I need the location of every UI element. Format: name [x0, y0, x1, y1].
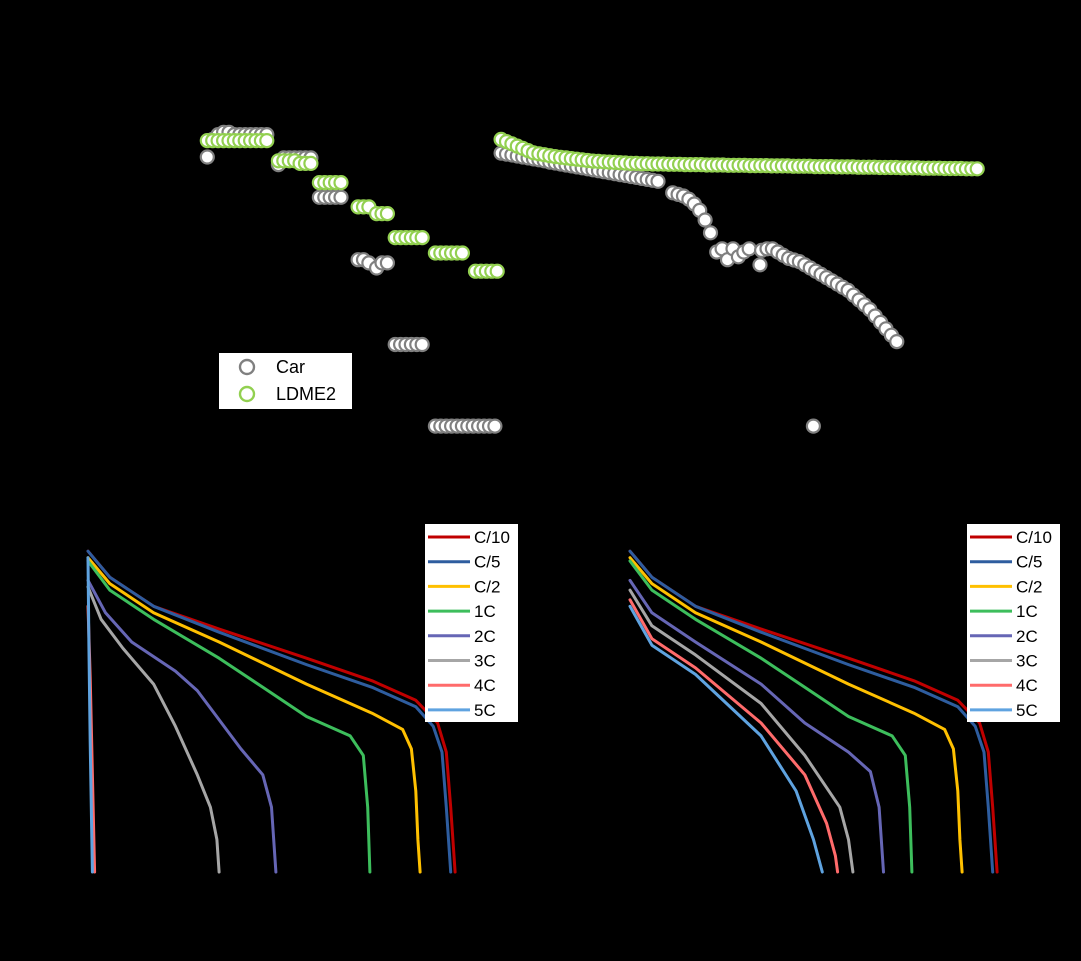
- point-car: [379, 255, 395, 271]
- point-car: [697, 212, 713, 228]
- point-car: [487, 418, 503, 434]
- panel-bottom-right-lines: C/10 C/5 C/2 1C 2C 3C 4C 5C: [628, 524, 1060, 874]
- line-c-5: [86, 549, 453, 874]
- line-5c: [628, 604, 824, 874]
- line-5c: [86, 556, 94, 874]
- point-car: [650, 173, 666, 189]
- point-ldme2: [489, 263, 505, 279]
- legend: C/10 C/5 C/2 1C 2C 3C 4C 5C: [967, 524, 1060, 722]
- line-c-2: [628, 556, 964, 874]
- legend-label-5c: 5C: [1016, 701, 1038, 720]
- line-4c: [628, 598, 840, 874]
- legend-label-3c: 3C: [474, 652, 496, 671]
- legend-label-car: Car: [276, 357, 305, 377]
- line-c-5: [628, 549, 995, 874]
- legend-label-4c: 4C: [474, 676, 496, 695]
- point-car: [333, 189, 349, 205]
- point-ldme2: [454, 245, 470, 261]
- point-ldme2: [303, 155, 319, 171]
- legend-label-1c: 1C: [474, 602, 496, 621]
- legend: Car LDME2: [219, 353, 352, 409]
- line-2c: [628, 578, 885, 874]
- legend-box: [967, 524, 1060, 722]
- legend-marker-ldme2: [238, 385, 256, 403]
- series-ldme2: [199, 131, 985, 279]
- point-car: [889, 334, 905, 350]
- point-car: [805, 418, 822, 434]
- panel-bottom-left-lines: C/10 C/5 C/2 1C 2C 3C 4C 5C: [86, 524, 518, 874]
- point-car: [199, 149, 215, 165]
- legend-label-4c: 4C: [1016, 676, 1038, 695]
- point-car: [702, 225, 719, 241]
- panel-top-scatter: Car LDME2: [199, 124, 985, 434]
- point-car: [752, 257, 768, 273]
- point-car: [414, 336, 430, 353]
- legend-label-c-2: C/2: [474, 577, 500, 596]
- legend-label-c-5: C/5: [1016, 553, 1042, 572]
- line-c-2: [86, 556, 422, 874]
- legend-label-5c: 5C: [474, 701, 496, 720]
- legend-label-c-10: C/10: [1016, 528, 1052, 547]
- legend: C/10 C/5 C/2 1C 2C 3C 4C 5C: [425, 524, 518, 722]
- legend-label-3c: 3C: [1016, 652, 1038, 671]
- legend-label-c-10: C/10: [474, 528, 510, 547]
- line-1c: [628, 559, 914, 874]
- legend-label-2c: 2C: [1016, 627, 1038, 646]
- point-ldme2: [259, 133, 275, 149]
- line-2c: [86, 578, 278, 874]
- point-ldme2: [333, 175, 349, 191]
- line-3c: [86, 585, 221, 874]
- legend-label-ldme2: LDME2: [276, 384, 336, 404]
- point-ldme2: [969, 161, 985, 177]
- legend-label-1c: 1C: [1016, 602, 1038, 621]
- legend-marker-car: [238, 358, 256, 376]
- point-ldme2: [414, 230, 430, 246]
- line-3c: [628, 588, 855, 874]
- point-car: [741, 241, 757, 257]
- point-ldme2: [379, 206, 395, 222]
- line-1c: [86, 559, 372, 874]
- legend-label-2c: 2C: [474, 627, 496, 646]
- legend-label-c-2: C/2: [1016, 577, 1042, 596]
- legend-box: [425, 524, 518, 722]
- legend-label-c-5: C/5: [474, 553, 500, 572]
